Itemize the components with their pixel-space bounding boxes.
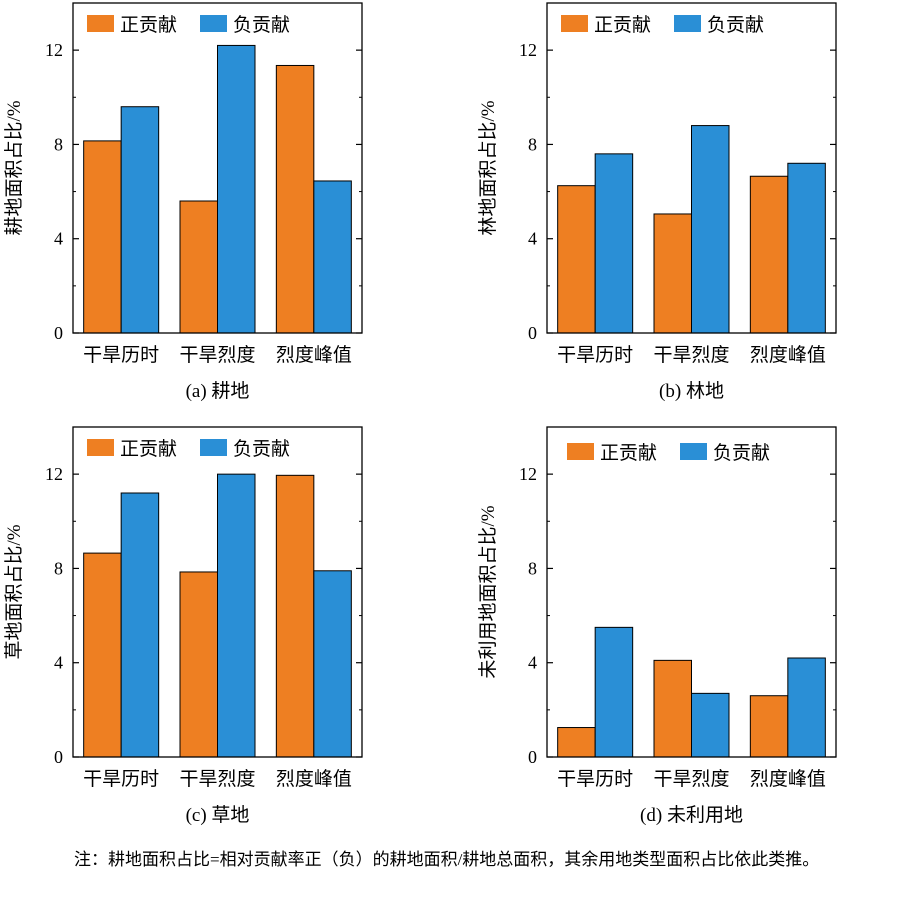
y-tick-label-b-0: 0: [528, 323, 537, 343]
bar-c-negative-2: [217, 473, 256, 758]
y-axis-label-d: 未利用地面积占比/%: [477, 505, 499, 678]
legend-label-a-negative: 负贡献: [233, 14, 290, 36]
x-tick-label-a-3: 烈度峰值: [276, 344, 352, 366]
y-tick-label-c-0: 0: [54, 747, 63, 767]
y-tick-label-a-12: 12: [45, 40, 63, 60]
bar-c-negative-3: [313, 570, 352, 758]
figure-note: 注：耕地面积占比=相对贡献率正（负）的耕地面积/耕地总面积，其余用地类型面积占比…: [74, 850, 820, 869]
chart-panel-a: 0 4 8 12 干旱历时 干旱烈度 烈度峰值 耕地面积占比/% (a) 耕地 正贡献 负贡献: [3, 2, 363, 402]
bar-c-positive-1: [83, 552, 122, 758]
bar-d-positive-3: [749, 695, 789, 758]
bar-b-positive-1: [557, 185, 596, 334]
y-tick-label-d-12: 12: [519, 464, 537, 484]
chart-panel-c: 0 4 8 12 干旱历时 干旱烈度 烈度峰值 草地面积占比/% (c) 草地 正贡献 负贡献: [3, 426, 363, 826]
axes-frame-b: [546, 2, 837, 334]
bar-d-positive-1: [557, 727, 596, 758]
y-tick-label-b-8: 8: [528, 134, 537, 154]
chart-caption-d: (d) 未利用地: [640, 804, 743, 826]
x-tick-label-a-1: 干旱历时: [83, 344, 159, 366]
bar-a-negative-1: [120, 106, 160, 334]
bar-b-negative-3: [787, 162, 826, 334]
bar-c-negative-1: [120, 492, 160, 758]
bar-d-negative-3: [787, 657, 826, 758]
bar-a-positive-2: [179, 200, 218, 334]
x-tick-label-a-2: 干旱烈度: [179, 344, 255, 366]
chart-panel-d: 0 4 8 12 干旱历时 干旱烈度 烈度峰值 未利用地面积占比/% (d) 未利用地 正贡献 负贡…: [477, 426, 837, 826]
bar-a-positive-1: [83, 140, 122, 334]
y-tick-label-c-4: 4: [54, 653, 63, 673]
legend-swatch-b-negative: [674, 15, 701, 32]
legend-label-b-negative: 负贡献: [707, 14, 764, 36]
y-tick-label-d-0: 0: [528, 747, 537, 767]
y-tick-label-c-8: 8: [54, 558, 63, 578]
legend-label-c-positive: 正贡献: [120, 438, 177, 460]
chart-caption-a: (a) 耕地: [186, 380, 250, 402]
bar-c-positive-2: [179, 571, 218, 758]
bar-d-negative-1: [594, 626, 634, 758]
axes-frame-d: [546, 426, 837, 758]
bar-a-negative-3: [313, 180, 352, 334]
legend-swatch-c-negative: [200, 439, 227, 456]
x-tick-label-d-3: 烈度峰值: [750, 768, 826, 790]
legend-label-a-positive: 正贡献: [120, 14, 177, 36]
bar-d-positive-2: [653, 659, 692, 758]
legend-swatch-d-negative: [680, 443, 707, 460]
y-axis-label-a: 耕地面积占比/%: [3, 100, 25, 235]
legend-label-c-negative: 负贡献: [233, 438, 290, 460]
legend-swatch-a-negative: [200, 15, 227, 32]
bar-d-negative-2: [691, 692, 730, 758]
bar-b-negative-2: [691, 125, 730, 334]
x-tick-label-b-3: 烈度峰值: [750, 344, 826, 366]
legend-label-b-positive: 正贡献: [594, 14, 651, 36]
legend-label-d-positive: 正贡献: [600, 442, 657, 464]
bar-a-positive-3: [275, 64, 315, 334]
y-tick-label-b-4: 4: [528, 229, 537, 249]
bar-b-positive-3: [749, 175, 789, 334]
bar-c-positive-3: [275, 474, 315, 758]
chart-panel-b: 0 4 8 12 干旱历时 干旱烈度 烈度峰值 林地面积占比/% (b) 林地 正贡献 负贡献: [477, 2, 837, 402]
y-tick-label-a-0: 0: [54, 323, 63, 343]
x-tick-label-c-1: 干旱历时: [83, 768, 159, 790]
axes-frame-a: [72, 2, 363, 334]
y-tick-label-c-12: 12: [45, 464, 63, 484]
bar-b-positive-2: [653, 213, 692, 334]
bar-b-negative-1: [594, 153, 634, 334]
chart-caption-b: (b) 林地: [659, 380, 724, 402]
legend-swatch-a-positive: [87, 15, 114, 32]
y-axis-label-c: 草地面积占比/%: [3, 524, 25, 659]
y-tick-label-a-8: 8: [54, 134, 63, 154]
x-tick-label-c-3: 烈度峰值: [276, 768, 352, 790]
x-tick-label-c-2: 干旱烈度: [179, 768, 255, 790]
y-tick-label-b-12: 12: [519, 40, 537, 60]
legend-swatch-d-positive: [567, 443, 594, 460]
bar-a-negative-2: [217, 44, 256, 334]
legend-swatch-c-positive: [87, 439, 114, 456]
y-tick-label-d-4: 4: [528, 653, 537, 673]
axes-frame-c: [72, 426, 363, 758]
y-axis-label-b: 林地面积占比/%: [477, 100, 499, 235]
y-tick-label-d-8: 8: [528, 558, 537, 578]
x-tick-label-d-1: 干旱历时: [557, 768, 633, 790]
y-tick-label-a-4: 4: [54, 229, 63, 249]
legend-label-d-negative: 负贡献: [713, 442, 770, 464]
legend-swatch-b-positive: [561, 15, 588, 32]
x-tick-label-b-1: 干旱历时: [557, 344, 633, 366]
x-tick-label-d-2: 干旱烈度: [653, 768, 729, 790]
chart-caption-c: (c) 草地: [186, 804, 250, 826]
x-tick-label-b-2: 干旱烈度: [653, 344, 729, 366]
